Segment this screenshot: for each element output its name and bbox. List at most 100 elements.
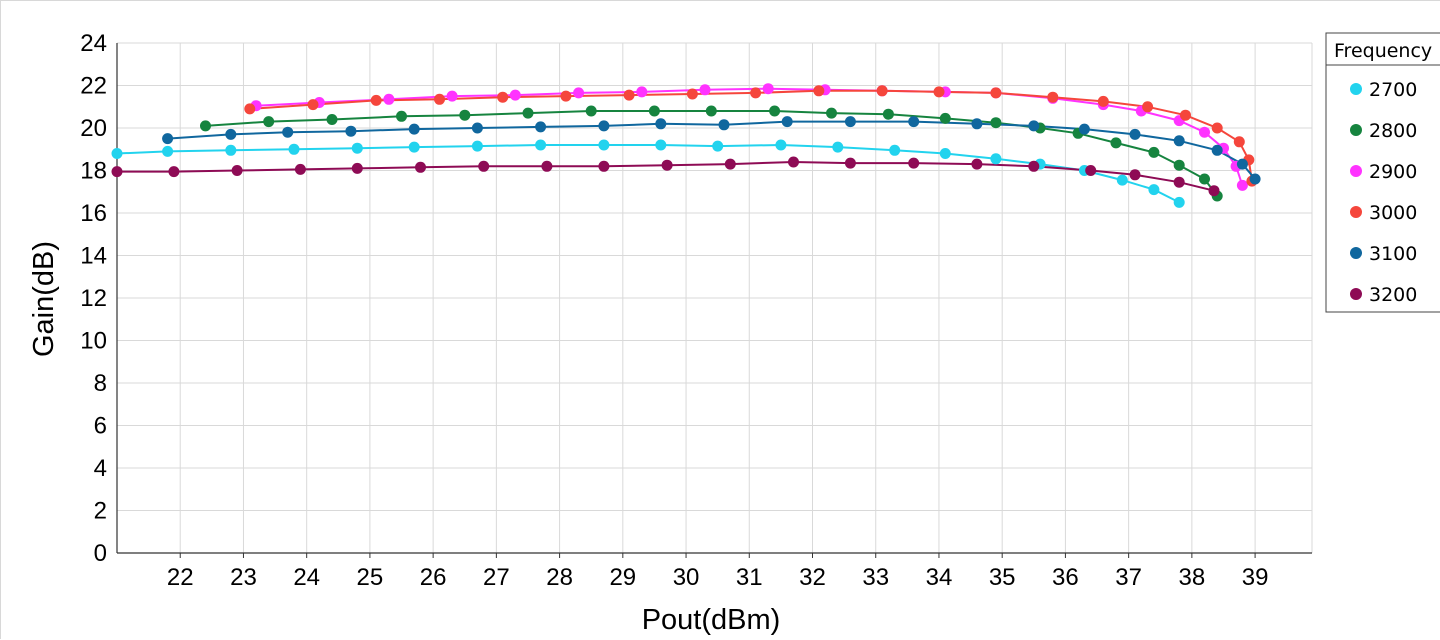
data-point-2700[interactable]: [351, 142, 363, 154]
data-point-3200[interactable]: [908, 157, 920, 169]
data-point-2800[interactable]: [939, 112, 951, 124]
data-point-3000[interactable]: [497, 91, 509, 103]
data-point-3000[interactable]: [686, 88, 698, 100]
data-point-3000[interactable]: [1142, 101, 1154, 113]
data-point-2800[interactable]: [326, 114, 338, 125]
data-point-2800[interactable]: [705, 105, 717, 117]
data-point-3100[interactable]: [1173, 135, 1185, 147]
data-point-2900[interactable]: [446, 90, 458, 102]
data-point-3100[interactable]: [471, 122, 483, 134]
data-point-2700[interactable]: [598, 139, 610, 151]
data-point-2700[interactable]: [939, 148, 951, 159]
data-point-3000[interactable]: [1047, 91, 1059, 103]
data-point-3000[interactable]: [813, 85, 825, 97]
data-point-3000[interactable]: [876, 85, 888, 97]
data-point-2800[interactable]: [459, 109, 471, 121]
data-point-3200[interactable]: [1129, 169, 1141, 181]
data-point-3100[interactable]: [535, 121, 547, 133]
data-point-3200[interactable]: [415, 161, 426, 173]
data-point-3200[interactable]: [1028, 160, 1040, 172]
data-point-3200[interactable]: [788, 156, 799, 168]
data-point-2900[interactable]: [636, 86, 648, 98]
data-point-2800[interactable]: [769, 105, 781, 117]
data-point-3100[interactable]: [655, 118, 667, 130]
data-point-2800[interactable]: [882, 108, 894, 120]
data-point-3100[interactable]: [408, 123, 420, 135]
data-point-3100[interactable]: [1211, 144, 1223, 156]
data-point-2700[interactable]: [1116, 174, 1128, 186]
data-point-3100[interactable]: [1236, 158, 1248, 170]
data-point-3000[interactable]: [1211, 122, 1223, 134]
data-point-3200[interactable]: [1173, 176, 1185, 188]
data-point-3100[interactable]: [781, 116, 793, 128]
data-point-2800[interactable]: [826, 107, 837, 119]
data-point-2800[interactable]: [648, 105, 660, 117]
data-point-2700[interactable]: [990, 153, 1002, 165]
data-point-3200[interactable]: [168, 166, 180, 178]
data-point-3100[interactable]: [598, 120, 610, 132]
data-point-2700[interactable]: [775, 139, 787, 151]
data-point-3000[interactable]: [1233, 136, 1245, 148]
data-point-2900[interactable]: [699, 84, 711, 96]
data-point-2800[interactable]: [522, 107, 534, 119]
data-point-3100[interactable]: [162, 133, 174, 145]
data-point-2800[interactable]: [263, 116, 275, 128]
data-point-2900[interactable]: [383, 93, 395, 105]
data-point-3000[interactable]: [1180, 109, 1191, 121]
data-point-2900[interactable]: [1236, 179, 1248, 191]
data-point-3100[interactable]: [345, 125, 357, 137]
data-point-3200[interactable]: [1085, 165, 1097, 176]
data-point-2900[interactable]: [573, 87, 585, 99]
data-point-3000[interactable]: [560, 90, 572, 102]
data-point-2800[interactable]: [585, 105, 597, 117]
data-point-2700[interactable]: [288, 143, 300, 155]
data-point-3200[interactable]: [971, 158, 983, 170]
data-point-3000[interactable]: [434, 93, 445, 105]
data-point-3000[interactable]: [750, 87, 762, 99]
data-point-2800[interactable]: [200, 120, 211, 132]
data-point-2700[interactable]: [162, 145, 174, 157]
data-point-3200[interactable]: [1208, 185, 1220, 197]
data-point-3200[interactable]: [478, 160, 490, 172]
data-point-3200[interactable]: [724, 158, 736, 170]
data-point-2800[interactable]: [990, 117, 1002, 129]
data-point-3100[interactable]: [844, 116, 856, 128]
data-point-2800[interactable]: [1199, 173, 1210, 185]
data-point-3100[interactable]: [718, 119, 730, 131]
data-point-2700[interactable]: [889, 144, 901, 156]
data-point-3100[interactable]: [225, 128, 237, 140]
data-point-2700[interactable]: [1173, 196, 1185, 208]
data-point-3200[interactable]: [661, 159, 673, 171]
data-point-3200[interactable]: [598, 160, 610, 172]
data-point-2800[interactable]: [396, 110, 407, 122]
data-point-3000[interactable]: [623, 89, 635, 101]
data-point-2800[interactable]: [1110, 137, 1122, 149]
data-point-2700[interactable]: [1148, 184, 1160, 196]
data-point-3200[interactable]: [111, 166, 123, 178]
data-point-3000[interactable]: [370, 94, 382, 106]
data-point-3100[interactable]: [1028, 120, 1040, 132]
data-point-3000[interactable]: [1097, 95, 1109, 107]
data-point-3100[interactable]: [1078, 123, 1090, 135]
data-point-2800[interactable]: [1148, 146, 1160, 158]
data-point-3200[interactable]: [294, 163, 306, 175]
data-point-3100[interactable]: [282, 126, 294, 138]
data-point-3000[interactable]: [933, 86, 945, 98]
data-point-3200[interactable]: [231, 165, 243, 176]
data-point-3200[interactable]: [351, 162, 363, 174]
data-point-2700[interactable]: [225, 144, 237, 156]
data-point-2700[interactable]: [832, 141, 844, 153]
data-point-2900[interactable]: [509, 89, 521, 101]
data-point-3000[interactable]: [244, 103, 256, 115]
data-point-2900[interactable]: [1199, 126, 1210, 138]
data-point-2700[interactable]: [471, 140, 483, 152]
data-point-2800[interactable]: [1173, 159, 1185, 171]
data-point-2700[interactable]: [712, 140, 724, 152]
data-point-2900[interactable]: [762, 83, 774, 95]
data-point-2700[interactable]: [535, 139, 547, 151]
data-point-3100[interactable]: [971, 118, 983, 130]
data-point-3100[interactable]: [1129, 128, 1141, 140]
data-point-2700[interactable]: [408, 141, 420, 153]
data-point-3000[interactable]: [307, 99, 319, 111]
data-point-2700[interactable]: [655, 139, 667, 151]
